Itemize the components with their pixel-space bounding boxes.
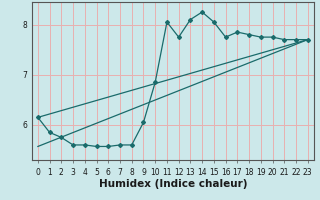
- X-axis label: Humidex (Indice chaleur): Humidex (Indice chaleur): [99, 179, 247, 189]
